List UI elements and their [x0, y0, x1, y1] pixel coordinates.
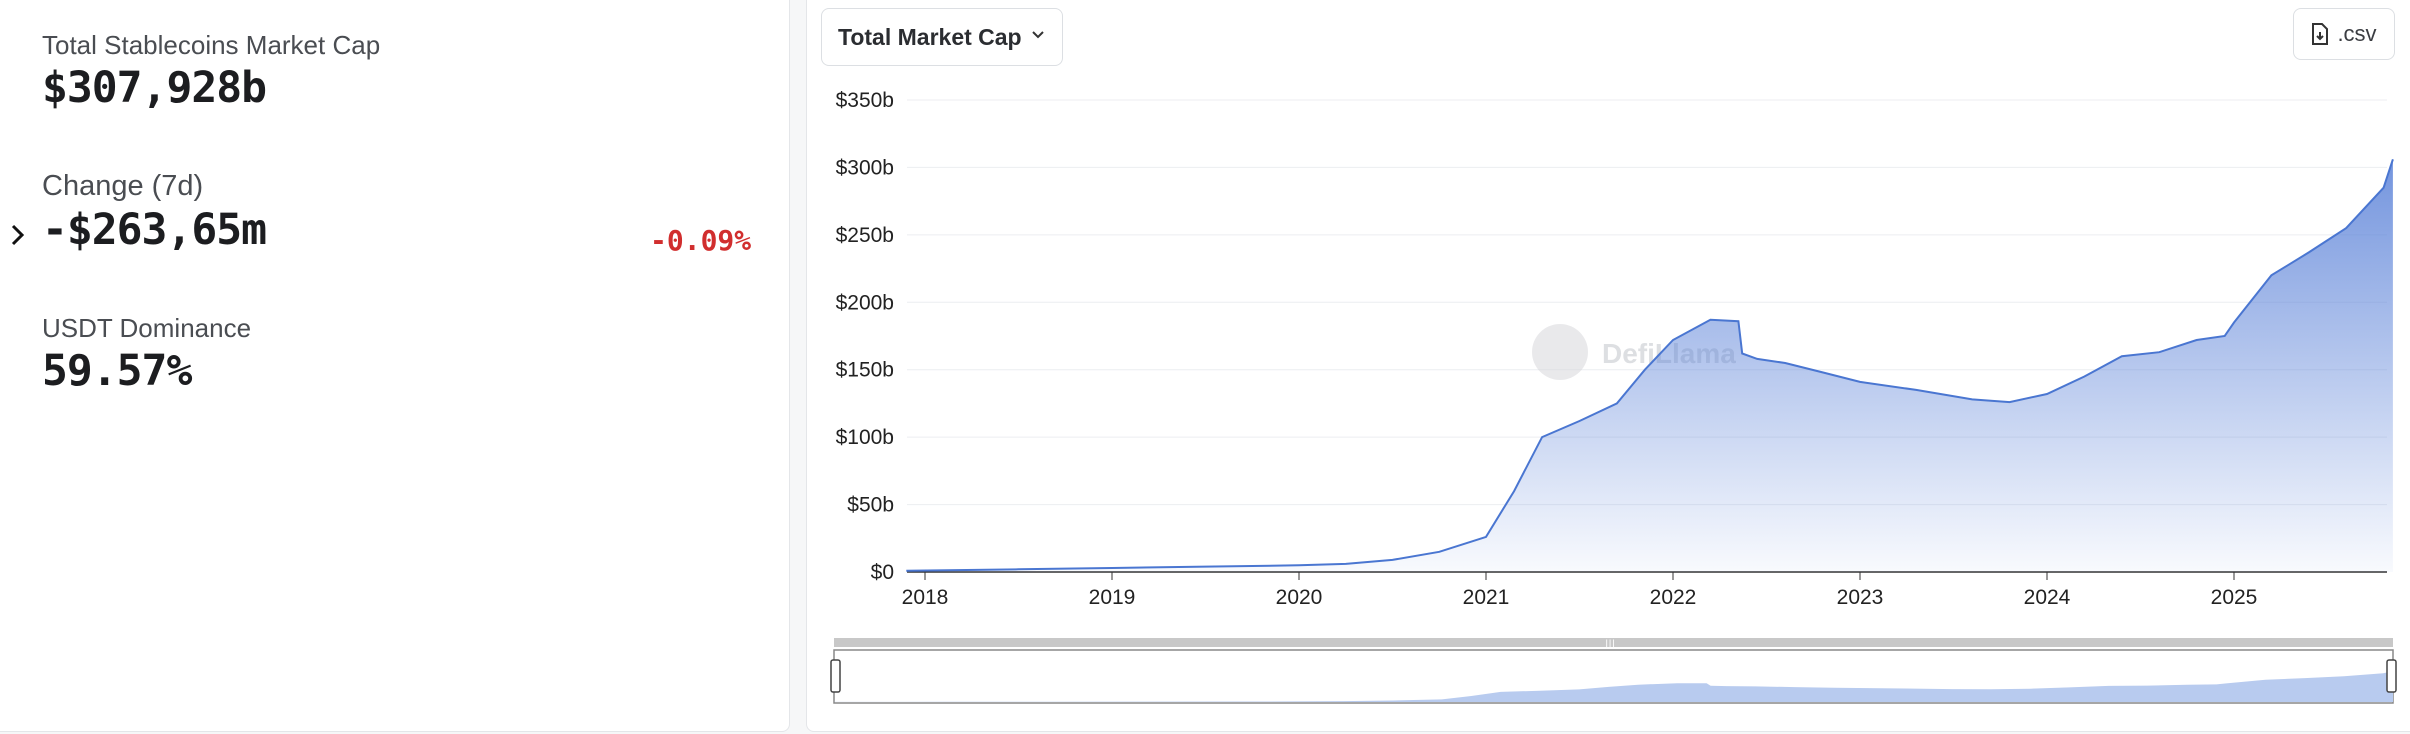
change-7d-value: -$263,65m	[42, 205, 267, 255]
stats-panel	[0, 0, 790, 732]
llama-logo	[1532, 324, 1588, 380]
chevron-right-icon[interactable]	[8, 222, 28, 248]
change-7d-percent: -0.09%	[650, 224, 752, 257]
y-axis: $0 $50b $100b $150b $200b $250b $300b $350b	[836, 89, 894, 584]
y-tick-label: $350b	[836, 89, 894, 112]
csv-label: .csv	[2337, 21, 2377, 46]
y-tick-label: $100b	[836, 426, 894, 449]
slider-handle-right[interactable]	[2386, 659, 2397, 693]
y-tick-label: $300b	[836, 156, 894, 179]
x-tick-label: 2023	[1837, 586, 1884, 609]
x-tick-label: 2024	[2024, 586, 2071, 609]
y-tick-label: $0	[871, 561, 894, 584]
x-tick-label: 2021	[1463, 586, 1510, 609]
slider-track[interactable]	[834, 638, 2393, 647]
slider-handle-left[interactable]	[830, 659, 841, 693]
x-axis: 2018 2019 2020 2021 2022 2023 2024 2025	[902, 572, 2258, 609]
metric-select-label: Total Market Cap	[838, 23, 1022, 50]
y-tick-label: $50b	[847, 494, 894, 517]
total-mcap-stat: Total Stablecoins Market Cap $307,928b	[42, 30, 380, 113]
y-tick-label: $250b	[836, 224, 894, 247]
mini-area	[834, 671, 2393, 702]
total-mcap-label: Total Stablecoins Market Cap	[42, 30, 381, 60]
usdt-dominance-value: 59.57%	[42, 346, 192, 396]
x-tick-label: 2019	[1089, 586, 1136, 609]
csv-download-button[interactable]: .csv	[2293, 8, 2395, 60]
x-tick-label: 2025	[2211, 586, 2258, 609]
total-mcap-value: $307,928b	[42, 63, 267, 113]
x-tick-label: 2018	[902, 586, 949, 609]
range-slider[interactable]: |||	[830, 638, 2397, 704]
x-tick-label: 2022	[1650, 586, 1697, 609]
series-line	[906, 158, 2394, 572]
slider-grip-icon[interactable]: |||	[1605, 639, 1615, 650]
file-download-icon	[2312, 23, 2329, 45]
chevron-down-icon	[1032, 31, 1044, 39]
change-7d-stat: Change (7d) -$263,65m	[42, 170, 267, 255]
metric-select[interactable]: Total Market Cap	[821, 8, 1063, 66]
usdt-dominance-label: USDT Dominance	[42, 313, 252, 343]
change-7d-label: Change (7d)	[42, 170, 204, 202]
y-tick-label: $200b	[836, 291, 894, 314]
y-tick-label: $150b	[836, 359, 894, 382]
x-tick-label: 2020	[1276, 586, 1323, 609]
usdt-dominance-stat: USDT Dominance 59.57%	[42, 313, 251, 396]
